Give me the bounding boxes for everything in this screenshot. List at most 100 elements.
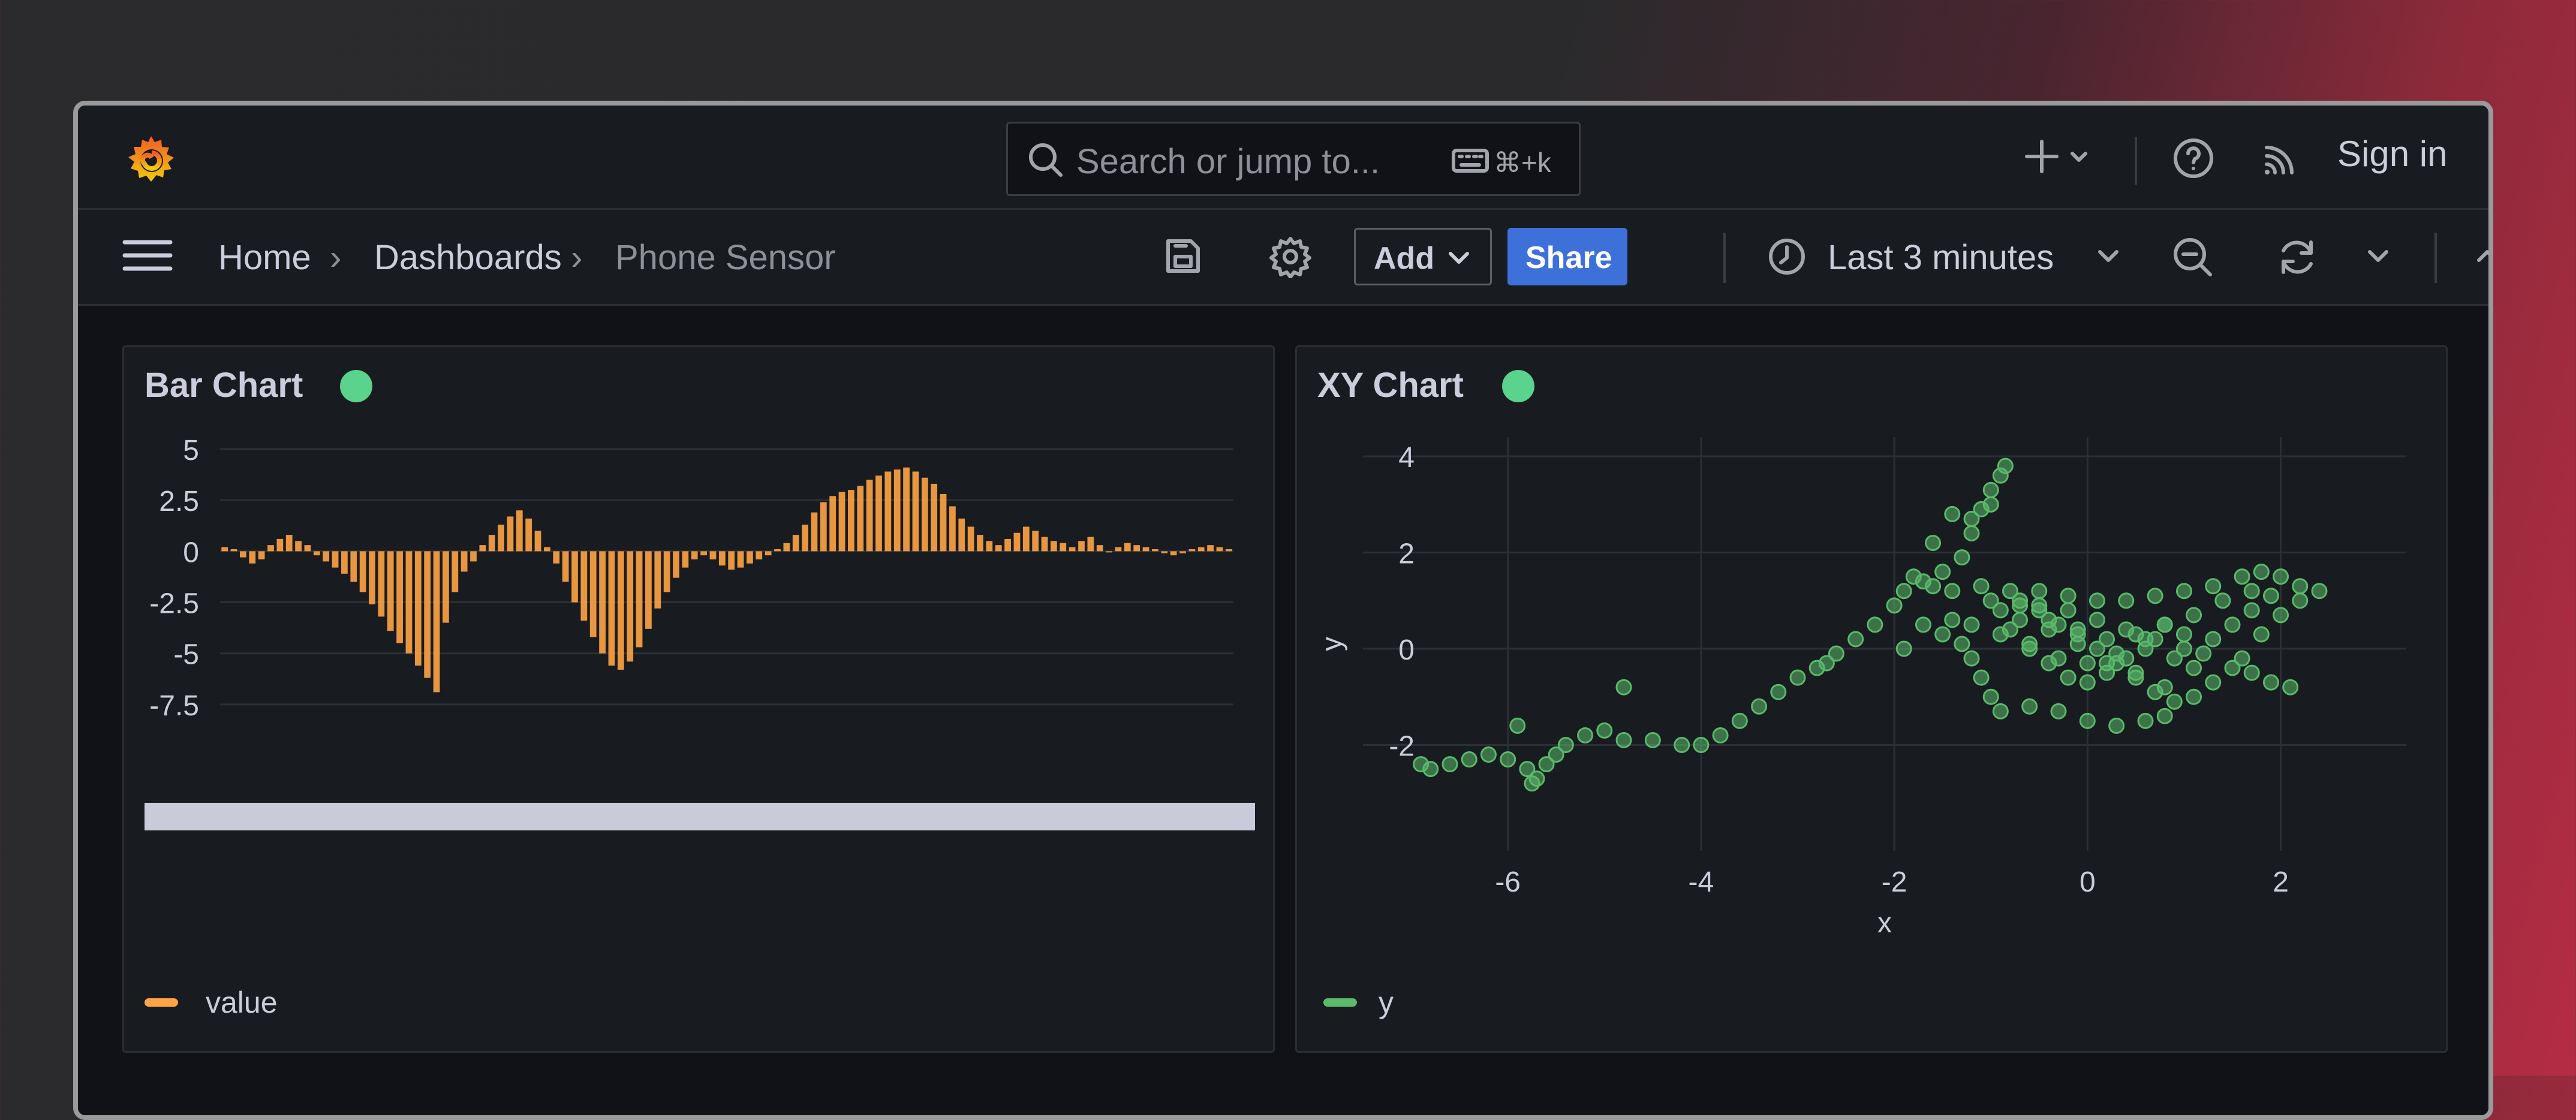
scatter-point: [2060, 602, 2077, 619]
bar: [1197, 547, 1205, 552]
bar: [774, 549, 781, 552]
bar: [599, 551, 606, 654]
news-feed-icon[interactable]: [2261, 137, 2303, 179]
bar: [285, 535, 293, 552]
bar: [820, 502, 827, 552]
bar: [553, 551, 560, 564]
scatter-point: [2253, 626, 2270, 643]
bar: [1069, 547, 1076, 552]
scatter-point: [2021, 640, 2038, 657]
bar: [544, 547, 550, 552]
scatter-point: [2060, 669, 2077, 686]
scatter-point: [1693, 736, 1710, 753]
share-button[interactable]: Share: [1507, 228, 1627, 285]
divider: [2135, 137, 2137, 185]
scatter-point: [2224, 616, 2241, 633]
time-picker[interactable]: Last 3 minutes: [1767, 228, 2138, 285]
panel-title[interactable]: XY Chart: [1317, 366, 1464, 405]
refresh-icon[interactable]: [2275, 235, 2319, 279]
bar: [829, 496, 836, 552]
bar: [903, 467, 910, 552]
bar: [589, 551, 597, 637]
scatter-point: [2262, 674, 2279, 691]
scatter-point: [1528, 770, 1545, 787]
add-button[interactable]: Add: [1354, 228, 1492, 285]
collapse-chevron-up-icon[interactable]: [2474, 243, 2493, 267]
new-menu-button[interactable]: [2021, 136, 2105, 177]
bar: [405, 551, 413, 654]
bar: [884, 471, 892, 552]
help-icon[interactable]: [2171, 136, 2216, 181]
bar: [313, 551, 320, 556]
bar: [866, 480, 873, 552]
scatter-point: [1895, 583, 1912, 600]
scatter-point: [2292, 578, 2309, 595]
scatter-point: [2234, 568, 2250, 585]
search-bar[interactable]: Search or jump to... ⌘+k: [1006, 122, 1581, 196]
scatter-point: [1674, 736, 1690, 753]
scatter-point: [1596, 722, 1613, 739]
bar: [682, 551, 689, 568]
scatter-point: [1982, 481, 1999, 498]
chevron-down-icon: [2098, 250, 2118, 262]
settings-gear-icon[interactable]: [1269, 235, 1312, 278]
bar: [341, 551, 348, 574]
y-tick-label: -2: [1389, 730, 1415, 762]
breadcrumb-dashboards[interactable]: Dashboards: [374, 238, 562, 277]
y-tick-label: -2.5: [149, 588, 199, 620]
x-tick-label: 2: [2273, 866, 2289, 898]
grafana-logo-icon[interactable]: [124, 133, 179, 188]
bar: [488, 535, 495, 552]
save-icon[interactable]: [1162, 235, 1204, 277]
bar: [857, 486, 864, 552]
bar: [1188, 549, 1196, 552]
legend-label[interactable]: value: [206, 986, 278, 1019]
scatter-point: [2243, 602, 2260, 619]
legend-label[interactable]: y: [1379, 986, 1394, 1019]
scatter-point: [2050, 650, 2067, 667]
bar: [747, 551, 753, 564]
chevron-down-icon: [1449, 252, 1469, 264]
scatter-point: [2012, 597, 2029, 614]
breadcrumb-home[interactable]: Home: [218, 238, 311, 277]
refresh-interval-chevron-icon[interactable]: [2365, 245, 2391, 269]
bar: [1207, 545, 1214, 552]
bar: [562, 551, 569, 582]
y-tick-label: 2.5: [159, 486, 199, 517]
bar: [479, 545, 486, 552]
scatter-point: [1731, 712, 1748, 729]
scatter-point: [2156, 679, 2173, 696]
bar: [1179, 551, 1186, 553]
scatter-point: [1615, 731, 1632, 748]
scatter-point: [2205, 578, 2222, 595]
scatter-point: [2079, 655, 2096, 672]
scatter-point: [2118, 592, 2135, 609]
sign-in-link[interactable]: Sign in: [2337, 134, 2448, 174]
panel-title[interactable]: Bar Chart: [145, 366, 303, 405]
bar: [396, 551, 403, 643]
scatter-point: [2205, 674, 2222, 691]
scatter-point: [1644, 731, 1661, 748]
menu-icon[interactable]: [122, 237, 173, 273]
scatter-point: [2031, 597, 2048, 614]
scatter-point: [2273, 607, 2289, 624]
bar-chart: 5 2.5 0 -2.5 -5 -7.5: [145, 435, 1255, 830]
bar: [461, 551, 468, 572]
zoom-out-icon[interactable]: [2171, 235, 2215, 279]
bar: [1032, 531, 1039, 552]
x-tick-label: -4: [1689, 866, 1714, 898]
scatter-point: [1944, 505, 1961, 522]
scatter-point: [1963, 525, 1980, 541]
bar: [783, 543, 790, 552]
app-window: Search or jump to... ⌘+k: [73, 101, 2493, 1120]
bar: [452, 551, 459, 592]
scatter-point: [2234, 650, 2250, 667]
time-range-label: Last 3 minutes: [1828, 238, 2054, 277]
bar: [433, 551, 440, 693]
bar: [1106, 551, 1112, 553]
bar: [1004, 538, 1011, 552]
scatter-point: [1422, 761, 1439, 778]
x-tick-label: -6: [1495, 866, 1521, 898]
scatter-point: [2273, 568, 2289, 585]
scatter-point: [1992, 703, 2009, 719]
